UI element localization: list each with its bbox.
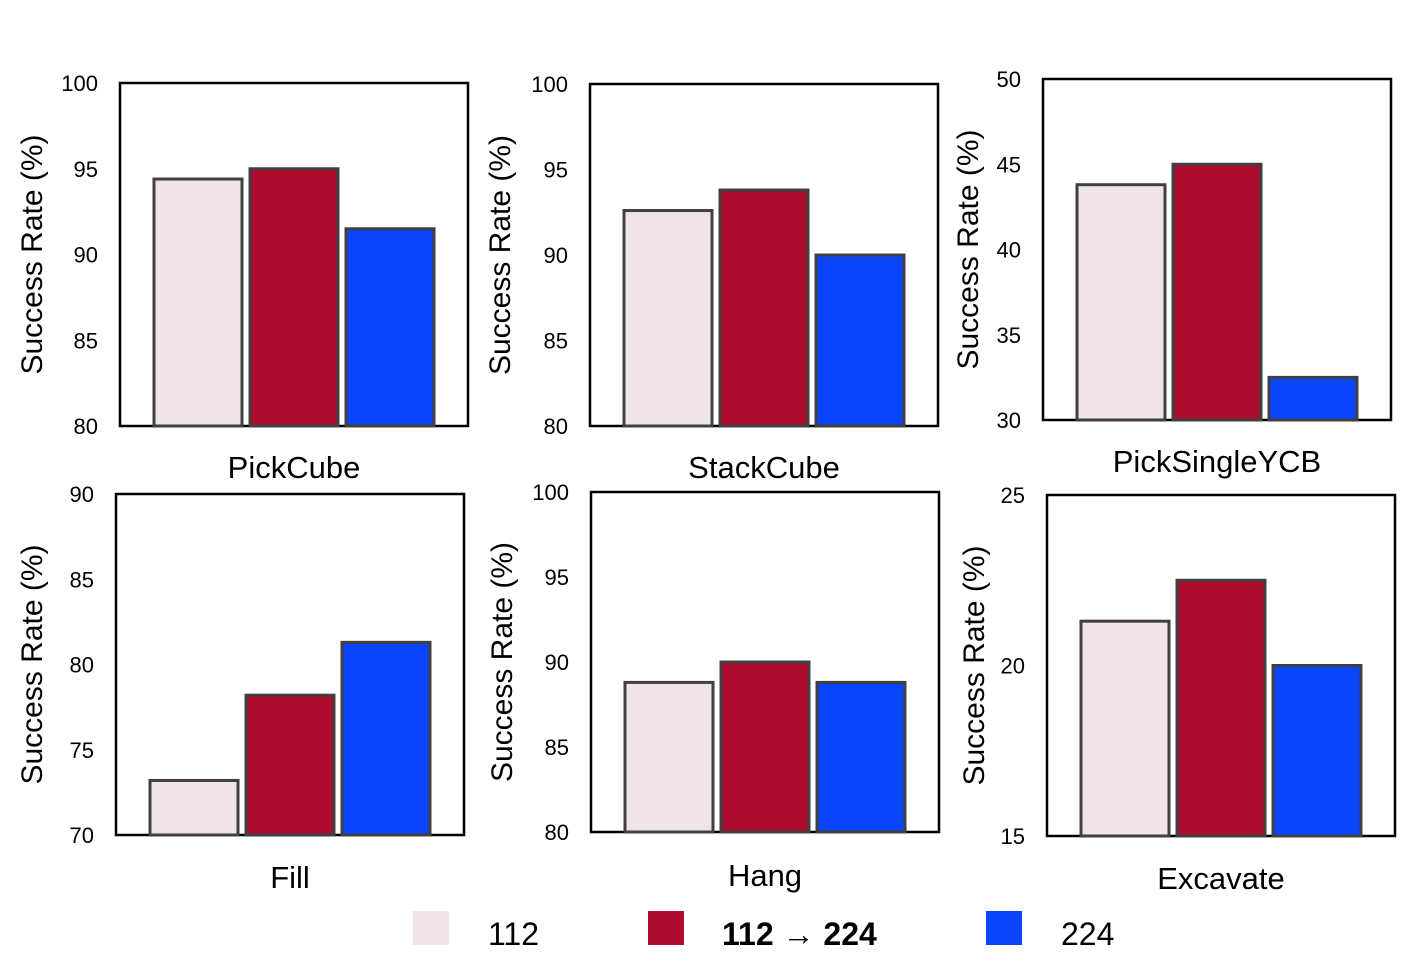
y-tick-label: 25 (1001, 483, 1025, 508)
y-tick-label: 90 (544, 243, 568, 268)
bar-112 (623, 680, 715, 834)
panel-title: PickCube (228, 450, 361, 485)
y-tick-label: 100 (531, 72, 568, 97)
y-tick-label: 85 (70, 567, 94, 592)
y-tick-label: 35 (997, 323, 1021, 348)
bar-112 (1075, 183, 1167, 422)
legend-label: 112 (488, 916, 539, 952)
bar-224 (344, 227, 436, 428)
bar-112-224 (1171, 162, 1263, 422)
bar-224 (1267, 375, 1359, 422)
panel-title: Hang (728, 858, 802, 893)
bar-112-224 (718, 188, 810, 428)
legend-label: 224 (1061, 916, 1114, 952)
y-tick-label: 40 (997, 238, 1021, 263)
y-tick-label: 85 (74, 328, 98, 353)
y-tick-label: 80 (544, 414, 568, 439)
bar-224 (340, 640, 432, 837)
y-tick-label: 90 (74, 243, 98, 268)
y-tick-label: 70 (70, 823, 94, 848)
y-tick-label: 95 (545, 565, 569, 590)
y-tick-label: 85 (544, 329, 568, 354)
y-tick-label: 90 (545, 650, 569, 675)
panel-title: Fill (270, 860, 310, 895)
y-tick-label: 80 (545, 820, 569, 845)
panel-title: PickSingleYCB (1113, 444, 1321, 479)
legend-swatch (413, 911, 449, 945)
panel-picksingleycb: 30 35 40 45 50 Success Rate (%) PickSingleYCB (952, 67, 1393, 479)
panel-fill: 70 75 80 85 90 Success Rate (%) Fill (16, 482, 466, 895)
y-tick-label: 80 (70, 653, 94, 678)
bar-112 (152, 177, 244, 428)
panel-pickcube: 80 85 90 95 100 Success Rate (%) PickCube (16, 71, 470, 485)
legend: 112 112 → 224 224 (413, 911, 1114, 952)
y-tick-label: 15 (1001, 824, 1025, 849)
y-tick-label: 45 (997, 152, 1021, 177)
y-tick-label: 75 (70, 738, 94, 763)
legend-label: 112 → 224 (722, 916, 877, 952)
bar-112 (148, 778, 240, 837)
panel-excavate: 15 20 25 Success Rate (%) Excavate (958, 483, 1397, 896)
y-tick-label: 90 (70, 482, 94, 507)
y-axis-label: Success Rate (%) (16, 544, 49, 784)
y-tick-label: 80 (74, 414, 98, 439)
bar-224 (814, 253, 906, 428)
panel-stackcube: 80 85 90 95 100 Success Rate (%) StackCube (484, 72, 940, 485)
bar-112-224 (248, 167, 340, 428)
y-axis-label: Success Rate (%) (486, 542, 519, 782)
y-tick-label: 95 (544, 158, 568, 183)
panel-title: Excavate (1157, 861, 1285, 896)
bar-224 (815, 680, 907, 834)
panel-title: StackCube (688, 450, 840, 485)
y-axis-label: Success Rate (%) (484, 135, 517, 375)
y-tick-label: 100 (532, 480, 569, 505)
bar-112 (1079, 619, 1171, 838)
y-tick-label: 50 (997, 67, 1021, 92)
y-tick-label: 95 (74, 157, 98, 182)
legend-swatch (648, 911, 684, 945)
bar-112 (622, 209, 714, 428)
y-tick-label: 30 (997, 408, 1021, 433)
panel-hang: 80 85 90 95 100 Success Rate (%) Hang (486, 480, 941, 893)
y-tick-label: 100 (61, 71, 98, 96)
bar-112-224 (1175, 578, 1267, 838)
y-axis-label: Success Rate (%) (16, 134, 49, 374)
y-axis-label: Success Rate (%) (952, 129, 985, 369)
bar-112-224 (719, 660, 811, 834)
y-tick-label: 20 (1001, 654, 1025, 679)
y-axis-label: Success Rate (%) (958, 545, 991, 785)
bar-224 (1271, 664, 1363, 838)
y-tick-label: 85 (545, 735, 569, 760)
legend-swatch (986, 911, 1022, 945)
bar-112-224 (244, 693, 336, 837)
